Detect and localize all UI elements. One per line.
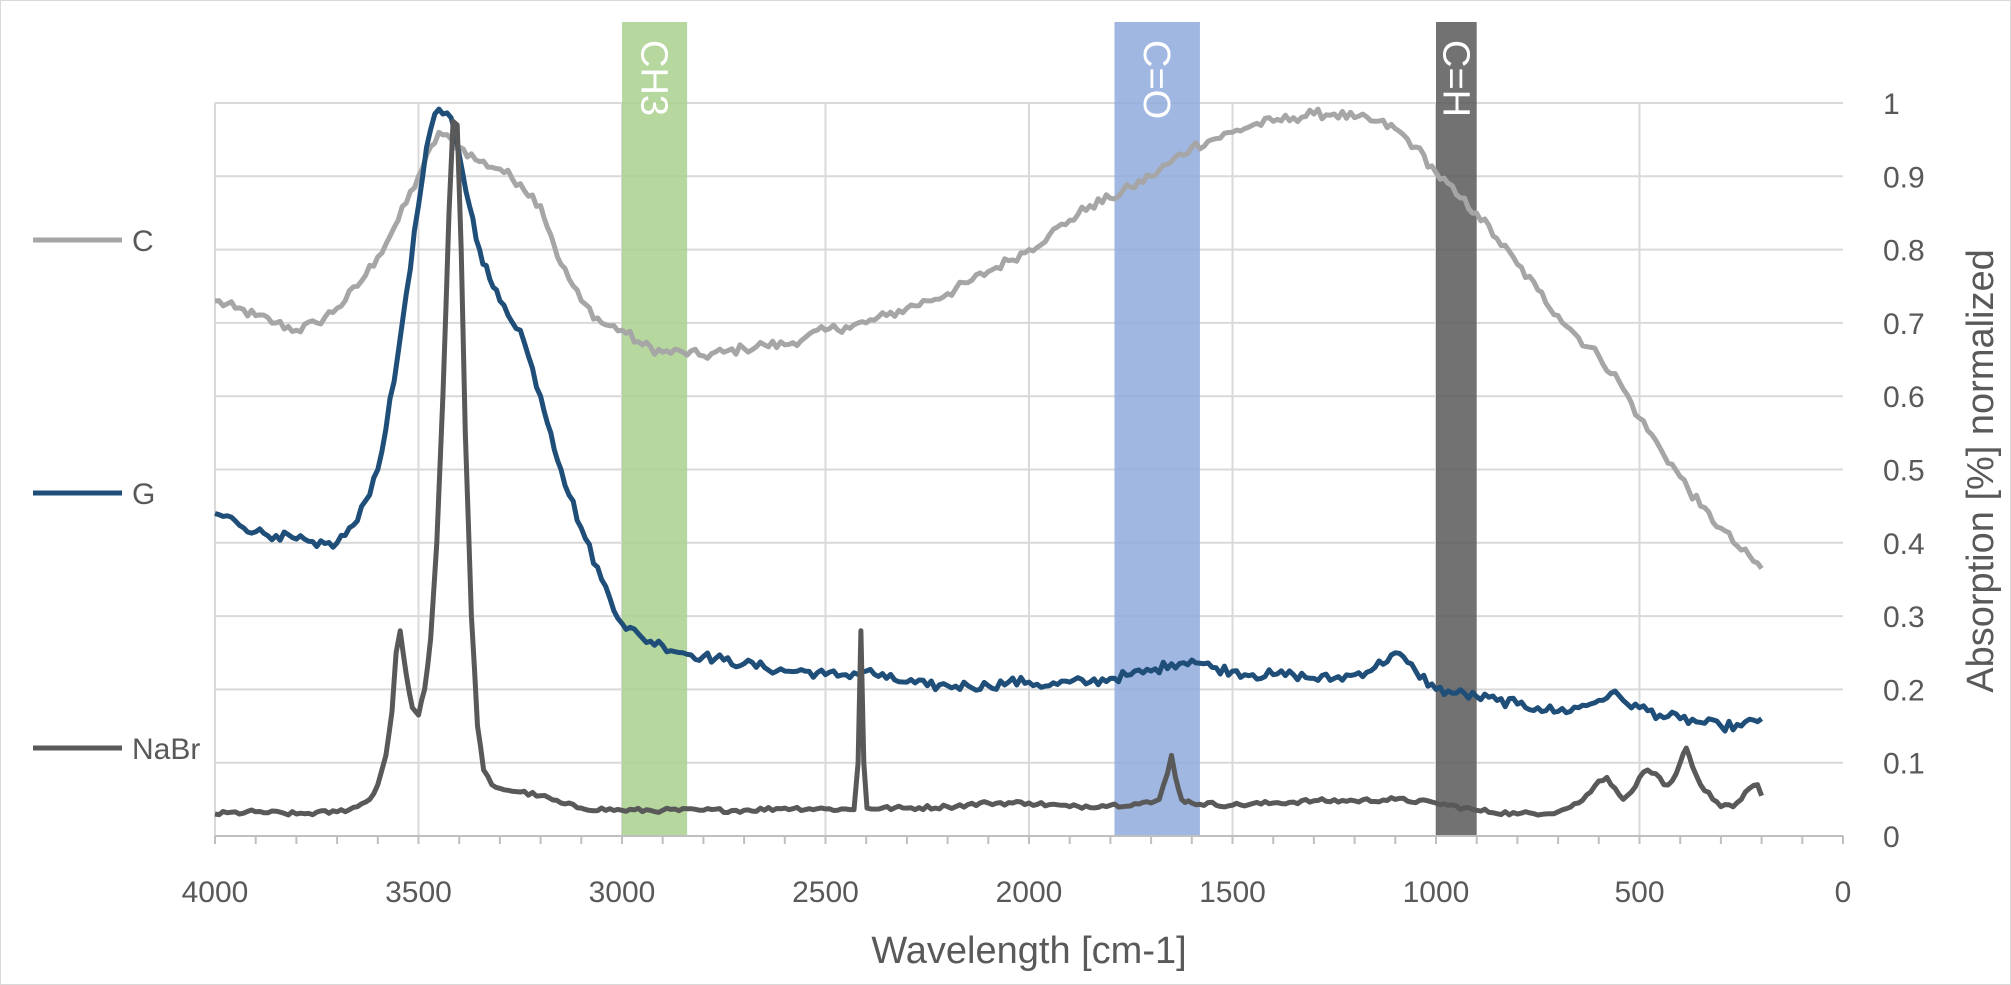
x-tick-label: 2000 bbox=[996, 876, 1063, 909]
y-tick-label: 0 bbox=[1883, 821, 1900, 854]
x-tick-label: 2500 bbox=[792, 876, 859, 909]
x-tick-label: 1500 bbox=[1199, 876, 1266, 909]
y-tick-label: 1 bbox=[1883, 88, 1900, 121]
band-layer: CH3 C=O C=H bbox=[622, 22, 1477, 836]
series-line-g bbox=[214, 106, 1764, 734]
y-tick-label: 0.2 bbox=[1883, 674, 1925, 707]
x-tick-label: 3500 bbox=[385, 876, 452, 909]
band-label: C=H bbox=[1434, 40, 1476, 117]
band-ch3 bbox=[622, 22, 688, 836]
x-tick-label: 0 bbox=[1835, 876, 1852, 909]
y-tick-label: 0.8 bbox=[1883, 235, 1925, 268]
axis-layer: 0 0.1 0.2 0.3 0.4 0.5 0.6 0.7 0.8 0.9 1 4000 3500 300… bbox=[182, 88, 1925, 909]
x-tick-label: 1000 bbox=[1403, 876, 1470, 909]
series-layer bbox=[214, 106, 1764, 818]
legend-layer: C G NaBr bbox=[33, 225, 200, 766]
y-axis-title: Absorption [%] normalized bbox=[1960, 249, 2002, 693]
band-c-h bbox=[1436, 22, 1477, 836]
band-label: C=O bbox=[1135, 40, 1177, 119]
y-tick-label: 0.1 bbox=[1883, 748, 1925, 781]
grid-layer bbox=[214, 102, 1843, 836]
band-c-o bbox=[1114, 22, 1200, 836]
x-tick-label: 4000 bbox=[182, 876, 249, 909]
y-tick-label: 0.4 bbox=[1883, 528, 1925, 561]
x-tick-label: 3000 bbox=[589, 876, 656, 909]
x-tick-label: 500 bbox=[1614, 876, 1664, 909]
y-tick-label: 0.6 bbox=[1883, 381, 1925, 414]
legend-label-g: G bbox=[132, 478, 155, 511]
series-line-c bbox=[214, 106, 1764, 570]
legend-label-c: C bbox=[132, 225, 154, 258]
y-tick-label: 0.7 bbox=[1883, 308, 1925, 341]
y-tick-label: 0.5 bbox=[1883, 455, 1925, 488]
y-tick-label: 0.9 bbox=[1883, 161, 1925, 194]
legend-label-nabr: NaBr bbox=[132, 733, 200, 766]
band-label: CH3 bbox=[633, 40, 675, 116]
x-axis-title: Wavelength [cm-1] bbox=[871, 930, 1186, 972]
y-tick-label: 0.3 bbox=[1883, 601, 1925, 634]
series-line-nabr bbox=[214, 118, 1764, 818]
